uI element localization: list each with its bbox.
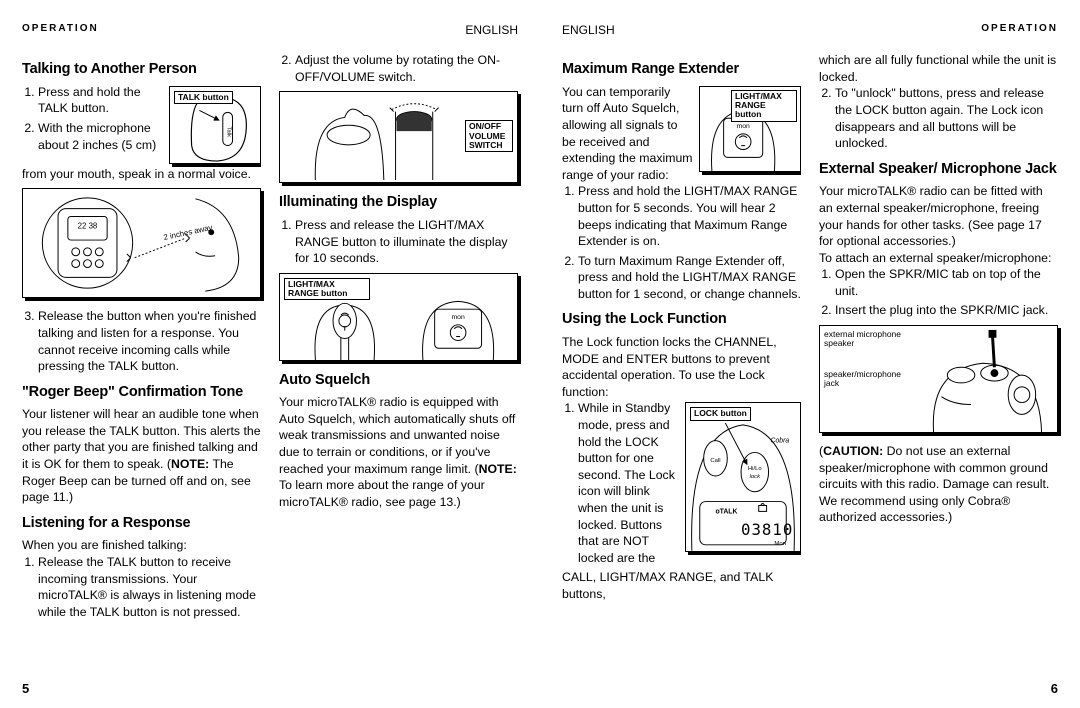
max-range-step-2: To turn Maximum Range Extender off, pres…: [578, 253, 801, 303]
listening-intro: When you are finished talking:: [22, 537, 261, 554]
right-page: ENGLISH OPERATION Maximum Range Extender…: [540, 0, 1080, 708]
header-operation-2: OPERATION: [981, 22, 1058, 38]
heading-lock: Using the Lock Function: [562, 310, 801, 330]
figure-max-range: LIGHT/MAX RANGE button mon: [699, 86, 801, 172]
svg-text:mon: mon: [451, 314, 464, 321]
volume-step: Adjust the volume by rotating the ON-OFF…: [295, 52, 518, 85]
lock-step-1-cont: CALL, LIGHT/MAX RANGE, and TALK buttons,: [562, 569, 801, 602]
caution-text: (CAUTION: Do not use an external speaker…: [819, 443, 1058, 526]
auto-squelch-body: Your microTALK® radio is equipped with A…: [279, 394, 518, 510]
header-english-2: ENGLISH: [562, 22, 615, 38]
left-col-2: Adjust the volume by rotating the ON-OFF…: [279, 52, 518, 623]
roger-beep-body: Your listener will hear an audible tone …: [22, 406, 261, 506]
figure-lock: LOCK button Call Hi/Lo lock Cobra oTALK: [685, 402, 801, 552]
max-range-step-1: Press and hold the LIGHT/MAX RANGE butto…: [578, 183, 801, 249]
label-ext-mic: external microphone speaker: [824, 330, 912, 349]
label-light-range: LIGHT/MAX RANGE button: [284, 278, 370, 301]
svg-text:Call: Call: [710, 459, 720, 465]
heading-auto-squelch: Auto Squelch: [279, 371, 518, 391]
svg-text:Hi/Lo: Hi/Lo: [748, 467, 762, 473]
label-light-max: LIGHT/MAX RANGE button: [731, 90, 797, 122]
heading-illuminating: Illuminating the Display: [279, 193, 518, 213]
page-number-right: 6: [1051, 680, 1058, 698]
svg-text:mon: mon: [737, 123, 750, 130]
lock-intro: The Lock function locks the CHANNEL, MOD…: [562, 334, 801, 400]
heading-listening: Listening for a Response: [22, 514, 261, 534]
header-right: ENGLISH OPERATION: [562, 22, 1058, 38]
figure-volume: ON/OFF VOLUME SWITCH: [279, 91, 518, 183]
lock-cont-top: which are all fully functional while the…: [819, 52, 1058, 85]
figure-talk-button: TALK button Talk: [169, 86, 261, 164]
right-col-2: which are all fully functional while the…: [819, 52, 1058, 602]
listening-step-1: Release the TALK button to receive incom…: [38, 554, 261, 620]
figure-light: LIGHT/MAX RANGE button mon: [279, 273, 518, 361]
talk-step-3: Release the button when you're finished …: [38, 308, 261, 374]
page-number-left: 5: [22, 680, 29, 698]
heading-talking: Talking to Another Person: [22, 60, 261, 80]
heading-roger-beep: "Roger Beep" Confirmation Tone: [22, 383, 261, 403]
talk-step-2-cont: from your mouth, speak in a normal voice…: [22, 166, 261, 183]
label-lock-button: LOCK button: [690, 407, 751, 420]
svg-text:Mon: Mon: [774, 541, 785, 547]
ext-step-2: Insert the plug into the SPKR/MIC jack.: [835, 302, 1058, 319]
unlock-step: To "unlock" buttons, press and release t…: [835, 85, 1058, 151]
label-jack: speaker/microphone jack: [824, 370, 912, 389]
label-talk-button: TALK button: [174, 91, 233, 104]
figure-jack: external microphone speaker speaker/micr…: [819, 325, 1058, 433]
heading-max-range: Maximum Range Extender: [562, 60, 801, 80]
figure-distance: 22 38 2 inches away: [22, 188, 261, 298]
svg-text:lock: lock: [750, 474, 762, 480]
header-english: ENGLISH: [465, 22, 518, 38]
illum-step-1: Press and release the LIGHT/MAX RANGE bu…: [295, 217, 518, 267]
svg-text:Cobra: Cobra: [771, 438, 790, 445]
ext-speaker-body: Your microTALK® radio can be fitted with…: [819, 183, 1058, 249]
right-col-1: Maximum Range Extender LIGHT/MAX RANGE b…: [562, 52, 801, 602]
left-col-1: Talking to Another Person TALK button Ta…: [22, 52, 261, 623]
svg-text:oTALK: oTALK: [715, 509, 737, 516]
ext-step-1: Open the SPKR/MIC tab on top of the unit…: [835, 266, 1058, 299]
label-volume: ON/OFF VOLUME SWITCH: [465, 120, 513, 152]
heading-ext-speaker: External Speaker/ Microphone Jack: [819, 160, 1058, 180]
header-operation: OPERATION: [22, 22, 99, 38]
left-page: OPERATION ENGLISH Talking to Another Per…: [0, 0, 540, 708]
header-left: OPERATION ENGLISH: [22, 22, 518, 38]
ext-speaker-intro: To attach an external speaker/microphone…: [819, 250, 1058, 267]
svg-text:22 38: 22 38: [78, 222, 98, 231]
svg-text:03810: 03810: [741, 520, 793, 539]
svg-text:Talk: Talk: [226, 126, 232, 136]
